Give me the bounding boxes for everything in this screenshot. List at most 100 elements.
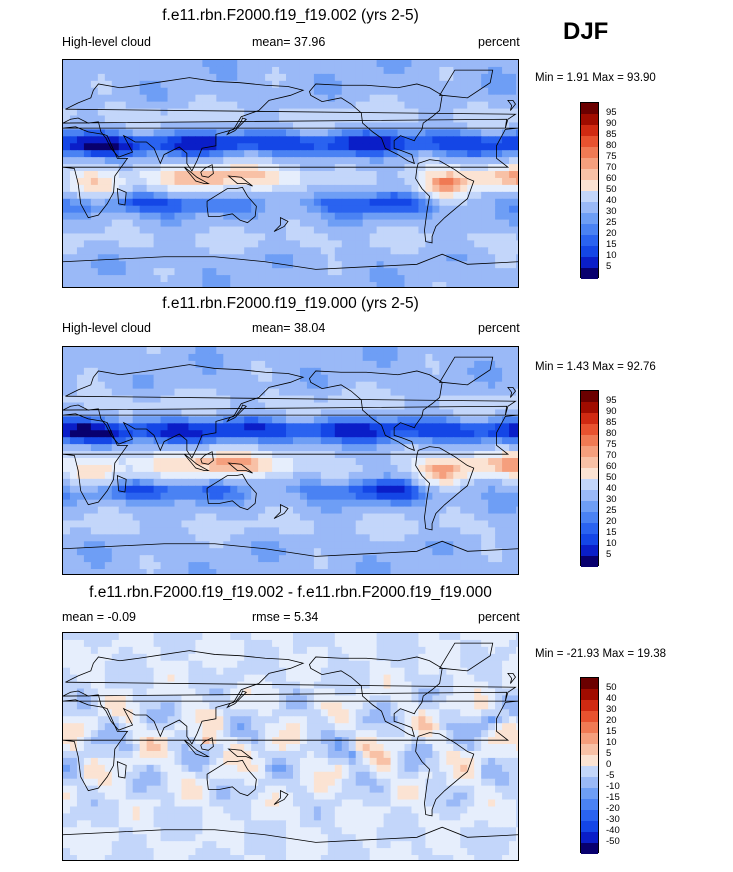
colorbar-label: 10 — [606, 538, 617, 549]
colorbar-swatch — [581, 158, 598, 169]
colorbar-label: 0 — [606, 759, 612, 770]
coastlines — [63, 69, 518, 270]
coastlines — [63, 356, 518, 557]
panel-1-right-label: percent — [478, 35, 520, 49]
colorbar-swatches — [580, 102, 599, 279]
panel-1-map — [62, 59, 519, 288]
colorbar-label: 30 — [606, 494, 617, 505]
colorbar-swatches — [580, 677, 599, 854]
colorbar-label: 5 — [606, 261, 612, 272]
colorbar-label: 80 — [606, 428, 617, 439]
colorbar-label: -10 — [606, 781, 620, 792]
colorbar-swatch — [581, 545, 598, 556]
colorbar-swatch — [581, 413, 598, 424]
panel-3-field — [63, 633, 518, 860]
colorbar-label: 50 — [606, 472, 617, 483]
panel-3-center-label: rmse = 5.34 — [252, 610, 319, 624]
panel-3-left-label: mean = -0.09 — [62, 610, 137, 624]
colorbar-label: 10 — [606, 250, 617, 261]
colorbar-swatch — [581, 424, 598, 435]
colorbar-swatch — [581, 391, 598, 402]
colorbar-swatch — [581, 766, 598, 777]
colorbar-label: 95 — [606, 107, 617, 118]
colorbar-label: 85 — [606, 417, 617, 428]
colorbar-label: -5 — [606, 770, 615, 781]
colorbar-label: -40 — [606, 825, 620, 836]
colorbar-label: 25 — [606, 505, 617, 516]
colorbar-label: 70 — [606, 162, 617, 173]
colorbar-swatch — [581, 213, 598, 224]
colorbar-label: 5 — [606, 549, 612, 560]
colorbar-swatch — [581, 257, 598, 268]
panel-2-minmax: Min = 1.43 Max = 92.76 — [535, 361, 656, 373]
colorbar-label: 70 — [606, 450, 617, 461]
panel-2-center-label: mean= 38.04 — [252, 321, 326, 335]
colorbar-swatch — [581, 468, 598, 479]
colorbar-label: -15 — [606, 792, 620, 803]
colorbar-label: -50 — [606, 836, 620, 847]
panel-1-minmax: Min = 1.91 Max = 93.90 — [535, 72, 656, 84]
colorbar-swatch — [581, 246, 598, 257]
colorbar-swatch — [581, 722, 598, 733]
colorbar-swatch — [581, 457, 598, 468]
colorbar-swatch — [581, 180, 598, 191]
colorbar-label: -30 — [606, 814, 620, 825]
panel-3-right-label: percent — [478, 610, 520, 624]
panel-1-title: f.e11.rbn.F2000.f19_f19.002 (yrs 2-5) — [162, 7, 419, 24]
colorbar-swatch — [581, 821, 598, 832]
colorbar-label: 30 — [606, 704, 617, 715]
colorbar-label: 15 — [606, 726, 617, 737]
colorbar-label: 95 — [606, 395, 617, 406]
colorbar-swatch — [581, 202, 598, 213]
colorbar-label: 25 — [606, 217, 617, 228]
colorbar-label: -20 — [606, 803, 620, 814]
panel-2-title: f.e11.rbn.F2000.f19_f19.000 (yrs 2-5) — [162, 295, 419, 312]
colorbar-label: 10 — [606, 737, 617, 748]
colorbar-swatch — [581, 832, 598, 843]
colorbar-label: 20 — [606, 715, 617, 726]
colorbar-label: 40 — [606, 693, 617, 704]
colorbar-swatch — [581, 235, 598, 246]
colorbar-swatch — [581, 191, 598, 202]
colorbar-label: 30 — [606, 206, 617, 217]
colorbar-label: 20 — [606, 228, 617, 239]
colorbar-label: 40 — [606, 195, 617, 206]
colorbar-label: 50 — [606, 184, 617, 195]
colorbar-label: 80 — [606, 140, 617, 151]
colorbar-swatch — [581, 523, 598, 534]
panel-1-left-label: High-level cloud — [62, 35, 151, 49]
colorbar-swatch — [581, 744, 598, 755]
colorbar-swatch — [581, 446, 598, 457]
colorbar-swatch — [581, 501, 598, 512]
colorbar-swatch — [581, 755, 598, 766]
colorbar-swatch — [581, 711, 598, 722]
colorbar-swatch — [581, 512, 598, 523]
colorbar-swatch — [581, 224, 598, 235]
colorbar-swatch — [581, 678, 598, 689]
colorbar-swatch — [581, 169, 598, 180]
colorbar-swatch — [581, 810, 598, 821]
colorbar-swatch — [581, 788, 598, 799]
panel-1-center-label: mean= 37.96 — [252, 35, 326, 49]
panel-1-field — [63, 60, 518, 287]
colorbar-swatch — [581, 799, 598, 810]
colorbar-swatches — [580, 390, 599, 567]
panel-2-left-label: High-level cloud — [62, 321, 151, 335]
colorbar-swatch — [581, 556, 598, 567]
colorbar-swatch — [581, 479, 598, 490]
colorbar-swatch — [581, 125, 598, 136]
colorbar-label: 50 — [606, 682, 617, 693]
colorbar-swatch — [581, 147, 598, 158]
colorbar-label: 90 — [606, 406, 617, 417]
colorbar-label: 85 — [606, 129, 617, 140]
colorbar-label: 5 — [606, 748, 612, 759]
colorbar-swatch — [581, 733, 598, 744]
panel-2-right-label: percent — [478, 321, 520, 335]
panel-2-field — [63, 347, 518, 574]
colorbar-label: 90 — [606, 118, 617, 129]
colorbar-label: 40 — [606, 483, 617, 494]
colorbar-swatch — [581, 689, 598, 700]
colorbar-label: 15 — [606, 239, 617, 250]
colorbar-swatch — [581, 435, 598, 446]
coastlines — [63, 642, 518, 843]
